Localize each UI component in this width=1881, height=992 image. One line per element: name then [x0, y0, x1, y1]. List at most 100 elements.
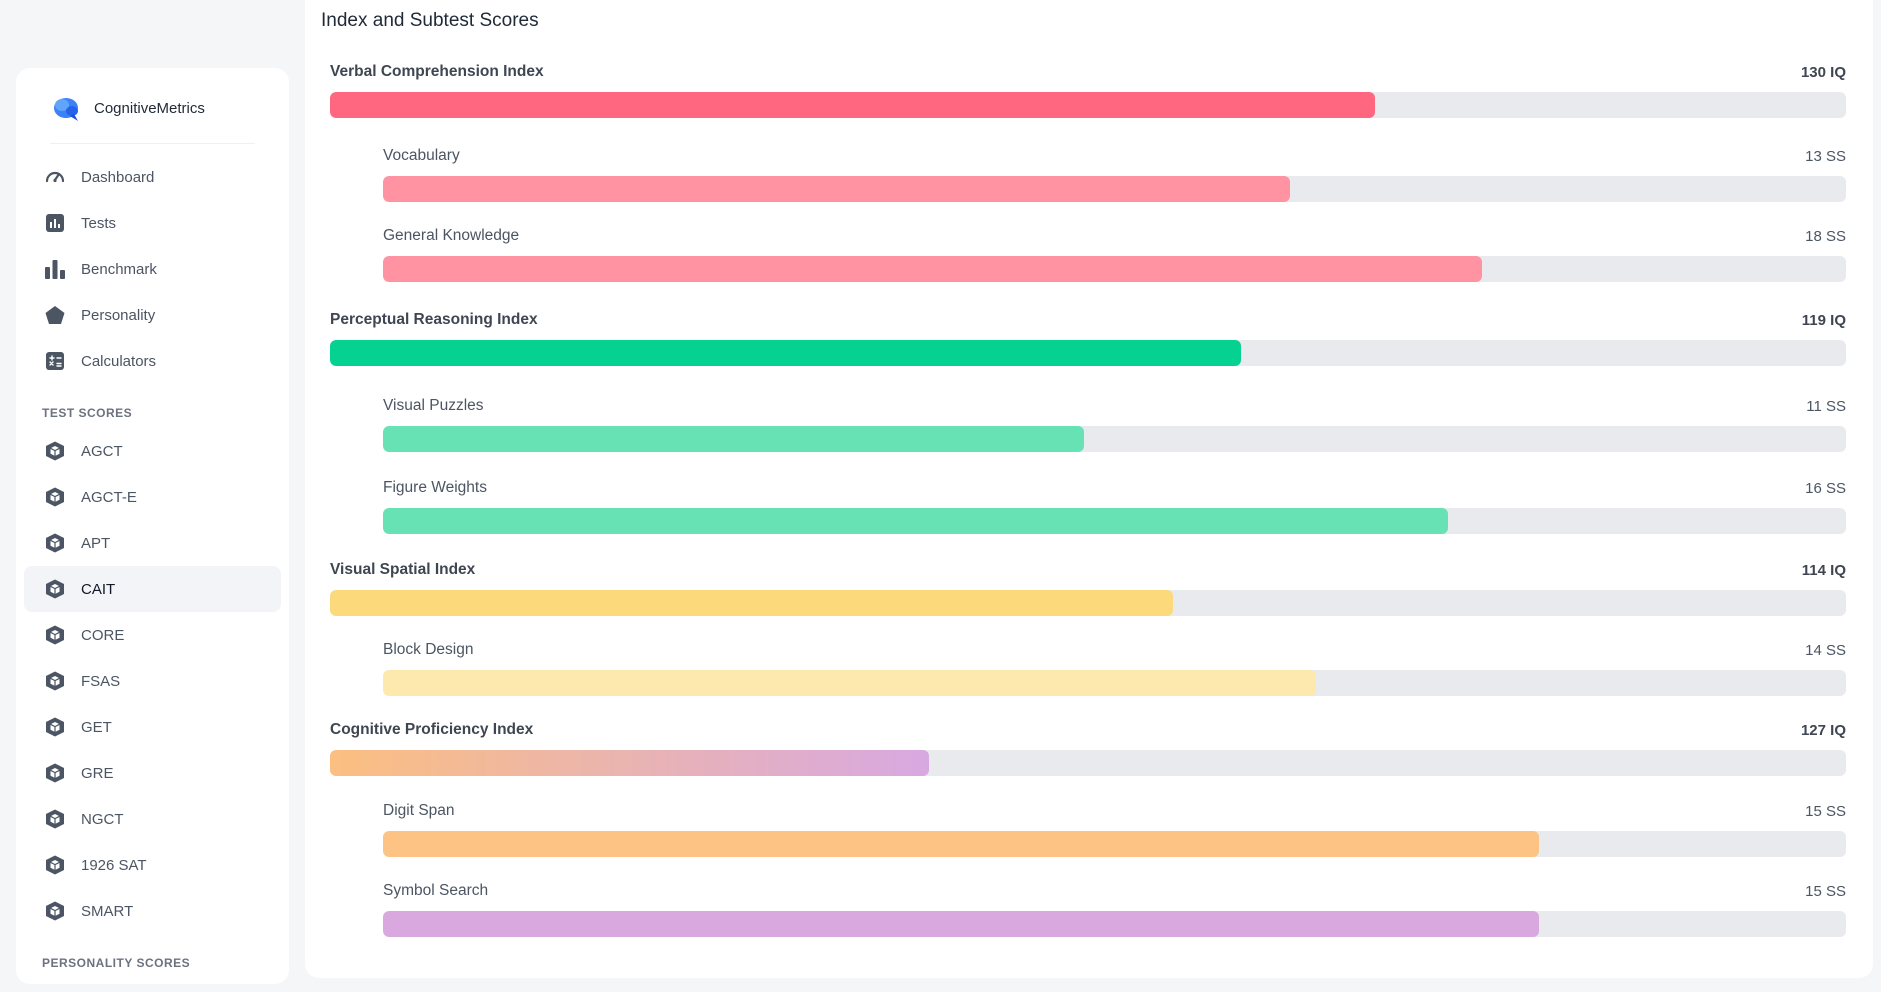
nav-item-dashboard[interactable]: Dashboard [24, 154, 281, 200]
bar-chart-square-icon [44, 212, 66, 234]
score-bar-track [330, 92, 1846, 118]
score-bar-track [330, 750, 1846, 776]
score-label: Figure Weights [383, 479, 487, 496]
test-item-1926-sat[interactable]: 1926 SAT [24, 842, 281, 888]
test-item-label: 1926 SAT [81, 856, 147, 874]
score-value: 15 SS [1805, 882, 1846, 900]
test-item-label: CAIT [81, 580, 116, 598]
cube-icon [44, 854, 66, 876]
test-item-apt[interactable]: APT [24, 520, 281, 566]
score-bar-fill [383, 508, 1449, 534]
cube-icon [44, 670, 66, 692]
test-item-label: CORE [81, 626, 125, 644]
score-label: Cognitive Proficiency Index [330, 721, 534, 738]
bar-chart-icon [44, 258, 66, 280]
scores-panel: Index and Subtest Scores Verbal Comprehe… [305, 0, 1873, 978]
score-label: Perceptual Reasoning Index [330, 311, 538, 328]
brand[interactable]: CognitiveMetrics [50, 74, 255, 144]
score-bar-track [383, 256, 1846, 282]
nav-item-label: Personality [81, 306, 156, 324]
cube-icon [44, 716, 66, 738]
test-item-gre[interactable]: GRE [24, 750, 281, 796]
nav-item-label: Tests [81, 214, 117, 232]
nav-item-label: Calculators [81, 352, 157, 370]
score-label: Verbal Comprehension Index [330, 63, 544, 80]
test-item-cait[interactable]: CAIT [24, 566, 281, 612]
nav-item-label: Benchmark [81, 260, 157, 278]
sidebar: CognitiveMetrics Dashboard Tests Benchmark… [16, 68, 289, 984]
score-value: 130 IQ [1800, 63, 1846, 81]
score-bar-track [383, 911, 1846, 937]
score-value: 16 SS [1805, 479, 1846, 497]
nav-item-benchmark[interactable]: Benchmark [24, 246, 281, 292]
score-bar-fill [383, 176, 1291, 202]
test-item-get[interactable]: GET [24, 704, 281, 750]
score-label: Digit Span [383, 802, 455, 819]
score-bar-fill [383, 670, 1317, 696]
test-item-label: SMART [81, 902, 134, 920]
score-bar-track [383, 670, 1846, 696]
score-value: 127 IQ [1800, 721, 1846, 739]
test-item-label: APT [81, 534, 111, 552]
score-value: 114 IQ [1801, 561, 1846, 579]
subtest-score-row: Block Design 14 SS [383, 640, 1846, 696]
score-value: 11 SS [1806, 397, 1846, 415]
test-item-label: AGCT [81, 442, 123, 460]
brand-name: CognitiveMetrics [94, 100, 205, 117]
test-item-agct-e[interactable]: AGCT-E [24, 474, 281, 520]
nav-item-tests[interactable]: Tests [24, 200, 281, 246]
index-score-row: Verbal Comprehension Index 130 IQ [330, 62, 1846, 118]
cube-icon [44, 440, 66, 462]
pentagon-icon [44, 304, 66, 326]
test-item-label: FSAS [81, 672, 121, 690]
test-item-label: AGCT-E [81, 488, 137, 506]
score-bar-track [383, 831, 1846, 857]
test-item-fsas[interactable]: FSAS [24, 658, 281, 704]
test-item-label: NGCT [81, 810, 124, 828]
nav-item-personality[interactable]: Personality [24, 292, 281, 338]
cube-icon [44, 578, 66, 600]
test-item-ngct[interactable]: NGCT [24, 796, 281, 842]
nav-item-calculators[interactable]: Calculators [24, 338, 281, 384]
index-score-row: Perceptual Reasoning Index 119 IQ [330, 310, 1846, 366]
score-value: 13 SS [1805, 147, 1846, 165]
test-item-core[interactable]: CORE [24, 612, 281, 658]
index-score-row: Visual Spatial Index 114 IQ [330, 560, 1846, 616]
score-label: Symbol Search [383, 882, 489, 899]
subtest-score-row: Digit Span 15 SS [383, 801, 1846, 857]
main-nav: Dashboard Tests Benchmark Personality Calcul… [16, 144, 289, 384]
score-bar-fill [383, 831, 1539, 857]
cube-icon [44, 624, 66, 646]
score-bar-fill [330, 750, 929, 776]
score-bar-fill [383, 256, 1482, 282]
subtest-score-row: Symbol Search 15 SS [383, 881, 1846, 937]
score-value: 18 SS [1805, 227, 1846, 245]
score-label: Visual Puzzles [383, 397, 484, 414]
subtest-score-row: Visual Puzzles 11 SS [383, 396, 1846, 452]
score-value: 14 SS [1805, 641, 1846, 659]
panel-title: Index and Subtest Scores [321, 10, 539, 31]
gauge-icon [44, 166, 66, 188]
score-bar-track [383, 426, 1846, 452]
cube-icon [44, 900, 66, 922]
test-item-label: GRE [81, 764, 114, 782]
test-scores-heading: TEST SCORES [42, 406, 133, 420]
subtest-score-row: Vocabulary 13 SS [383, 146, 1846, 202]
brain-logo-icon [54, 97, 78, 121]
cube-icon [44, 486, 66, 508]
score-bar-fill [383, 426, 1084, 452]
score-bar-fill [330, 92, 1375, 118]
score-value: 15 SS [1805, 802, 1846, 820]
cube-icon [44, 532, 66, 554]
cube-icon [44, 762, 66, 784]
score-bar-fill [383, 911, 1539, 937]
nav-item-label: Dashboard [81, 168, 155, 186]
test-item-smart[interactable]: SMART [24, 888, 281, 934]
test-item-agct[interactable]: AGCT [24, 428, 281, 474]
cube-icon [44, 808, 66, 830]
index-score-row: Cognitive Proficiency Index 127 IQ [330, 720, 1846, 776]
score-bar-track [330, 340, 1846, 366]
score-bar-track [330, 590, 1846, 616]
score-bar-track [383, 176, 1846, 202]
score-label: Visual Spatial Index [330, 561, 476, 578]
